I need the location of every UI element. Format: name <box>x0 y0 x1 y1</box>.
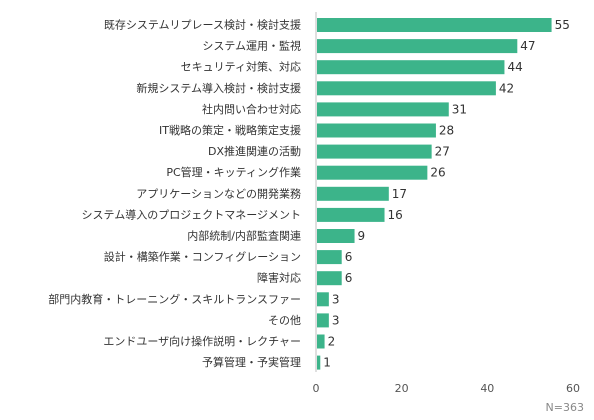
bar <box>317 229 355 243</box>
bar <box>317 39 518 54</box>
value-label: 2 <box>328 335 336 349</box>
category-label: システム導入のプロジェクトマネージメント <box>82 207 301 221</box>
category-label: 既存システムリプレース検討・検討支援 <box>104 18 301 32</box>
bars-layer <box>317 18 552 370</box>
bar <box>317 102 449 117</box>
value-label: 17 <box>392 187 407 201</box>
x-tick-label: 60 <box>566 382 580 395</box>
axis-layer: 0 20 40 60 <box>313 12 580 395</box>
bar <box>317 60 505 75</box>
category-label: 新規システム導入検討・検討支援 <box>136 81 301 95</box>
category-label: IT戦略の策定・戦略策定支援 <box>159 123 301 137</box>
bar <box>317 207 385 222</box>
value-label: 44 <box>507 60 522 74</box>
bar <box>317 165 428 180</box>
category-label: 部門内教育・トレーニング・スキルトランスファー <box>48 292 301 306</box>
category-label: その他 <box>268 314 301 327</box>
value-label: 42 <box>499 81 514 95</box>
category-label: DX推進関連の活動 <box>208 144 301 158</box>
value-label: 55 <box>555 18 570 32</box>
value-label: 1 <box>323 356 331 370</box>
category-label: 社内問い合わせ対応 <box>202 102 301 116</box>
x-tick-label: 0 <box>313 382 320 395</box>
bar <box>317 355 321 370</box>
bar <box>317 18 552 32</box>
bar <box>317 292 329 307</box>
category-label: 予算管理・予実管理 <box>202 355 301 369</box>
category-label: エンドユーザ向け操作説明・レクチャー <box>103 334 301 348</box>
value-label: 47 <box>520 39 535 53</box>
bar <box>317 250 342 265</box>
bar <box>317 81 496 96</box>
category-label: 内部統制/内部監査関連 <box>187 229 301 243</box>
category-label: 設計・構築作業・コンフィグレーション <box>104 250 301 264</box>
bar <box>317 144 432 159</box>
value-label: 3 <box>332 313 340 327</box>
value-label: 9 <box>358 229 366 243</box>
bar <box>317 334 325 349</box>
bar <box>317 123 436 138</box>
labels-layer: 既存システムリプレース検討・検討支援 55 システム運用・監視 47 セキュリティ対策、… <box>48 18 570 370</box>
bar <box>317 186 389 201</box>
value-label: 27 <box>435 145 450 159</box>
value-label: 6 <box>345 271 353 285</box>
value-label: 31 <box>452 102 467 116</box>
category-label: 障害対応 <box>257 271 301 285</box>
category-label: PC管理・キッティング作業 <box>166 165 301 179</box>
value-label: 16 <box>388 208 403 222</box>
x-tick-label: 40 <box>480 382 494 395</box>
category-label: アプリケーションなどの開発業務 <box>136 186 301 200</box>
bar <box>317 271 342 286</box>
category-label: セキュリティ対策、対応 <box>181 60 301 74</box>
category-label: システム運用・監視 <box>202 39 301 53</box>
x-tick-label: 20 <box>395 382 409 395</box>
value-label: 3 <box>332 292 340 306</box>
value-label: 28 <box>439 124 454 138</box>
sample-size-note: N=363 <box>546 401 584 414</box>
value-label: 6 <box>345 250 353 264</box>
bar <box>317 313 329 328</box>
value-label: 26 <box>430 166 445 180</box>
